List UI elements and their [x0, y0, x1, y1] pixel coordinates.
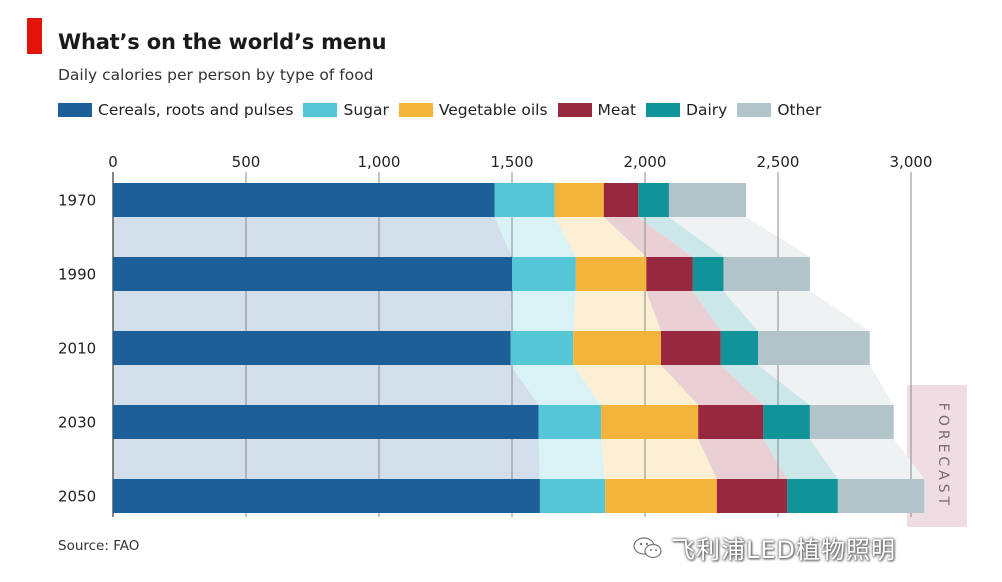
connector-band [698, 439, 788, 479]
bar-segment [605, 479, 717, 513]
connector-band [494, 217, 576, 257]
bar-segment [113, 405, 539, 439]
bar-segment [603, 183, 639, 217]
legend-swatch [303, 103, 338, 117]
connector-band [113, 291, 512, 331]
connector-band [601, 439, 717, 479]
bar-segment [720, 331, 759, 365]
legend-item: Other [737, 101, 821, 119]
connector-band [720, 365, 810, 405]
bar-segment [575, 257, 647, 291]
connector-band [603, 217, 693, 257]
x-tick-label: 0 [108, 153, 118, 171]
legend-swatch [646, 103, 681, 117]
bar-segment [113, 183, 495, 217]
x-tick-label: 2,000 [624, 153, 667, 171]
bar-segment [787, 479, 838, 513]
legend-label: Other [777, 101, 822, 119]
connector-band [763, 439, 838, 479]
connector-band [573, 365, 699, 405]
bar-segment [660, 331, 721, 365]
legend-swatch [557, 103, 592, 117]
legend-swatch [398, 103, 433, 117]
watermark: 飞利浦LED植物照明 [633, 530, 896, 565]
watermark-text: 飞利浦LED植物照明 [671, 536, 897, 564]
category-label: 2010 [58, 340, 96, 358]
category-label: 2030 [58, 414, 96, 432]
chart-title: What’s on the world’s menu [58, 30, 387, 54]
connector-band [809, 439, 925, 479]
bar-segment [113, 257, 512, 291]
connector-band [646, 291, 721, 331]
bar-segment [763, 405, 810, 439]
bar-segment [668, 183, 747, 217]
bar-segment [698, 405, 764, 439]
bar-segment [539, 479, 606, 513]
legend-label: Vegetable oils [438, 101, 548, 119]
brand-red-tag [27, 18, 42, 54]
connector-band [113, 365, 539, 405]
connector-band [573, 291, 661, 331]
wechat-icon [633, 536, 662, 558]
legend-label: Cereals, roots and pulses [98, 101, 294, 119]
connector-band [538, 439, 606, 479]
bar-segment [538, 405, 602, 439]
legend-swatch [737, 103, 772, 117]
bar-segment [573, 331, 661, 365]
x-tick-label: 1,000 [358, 153, 401, 171]
category-label: 1990 [58, 266, 96, 284]
bars [113, 183, 925, 513]
legend-item: Sugar [303, 101, 389, 119]
forecast-label: FORECAST [935, 403, 951, 509]
bar-segment [692, 257, 724, 291]
legend-label: Dairy [686, 101, 728, 119]
labels: FORECAST 0 500 1,000 1,500 2,000 2,500 3,000 197… [58, 153, 951, 509]
connector-band [723, 291, 870, 331]
x-tick-label: 3,000 [890, 153, 933, 171]
bar-segment [837, 479, 925, 513]
connector-bands [113, 217, 967, 527]
connector-band [510, 291, 576, 331]
bar-segment [638, 183, 669, 217]
bar-segment [512, 257, 576, 291]
bar-segment [113, 479, 540, 513]
connector-band [113, 217, 512, 257]
bar-segment [758, 331, 870, 365]
connector-band [692, 291, 759, 331]
legend-label: Sugar [343, 101, 389, 119]
legend-swatch [58, 103, 92, 117]
legend-item: Vegetable oils [398, 101, 548, 119]
chart-legend: Cereals, roots and pulses Sugar Vegetable … [58, 98, 831, 122]
bar-segment [809, 405, 894, 439]
category-label: 1970 [58, 192, 96, 210]
connector-band [758, 365, 894, 405]
connector-band [113, 439, 540, 479]
bar-segment [494, 183, 555, 217]
connector-band [638, 217, 724, 257]
connector-band [660, 365, 764, 405]
category-label: 2050 [58, 488, 96, 506]
bar-segment [601, 405, 699, 439]
source-note: Source: FAO [58, 538, 140, 554]
bar-segment [716, 479, 788, 513]
connector-band [510, 365, 602, 405]
x-tick-label: 500 [232, 153, 261, 171]
bar-segment [113, 331, 511, 365]
legend-label: Meat [597, 101, 637, 119]
connector-band [554, 217, 647, 257]
legend-item: Dairy [646, 101, 727, 119]
bar-segment [554, 183, 604, 217]
x-tick-label: 1,500 [491, 153, 534, 171]
legend-item: Cereals, roots and pulses [58, 101, 293, 119]
bar-segment [510, 331, 574, 365]
legend-item: Meat [557, 101, 637, 119]
x-tick-label: 2,500 [757, 153, 800, 171]
connector-band [668, 217, 810, 257]
bar-segment [723, 257, 810, 291]
bar-segment [646, 257, 693, 291]
chart-subtitle: Daily calories per person by type of foo… [58, 66, 374, 84]
